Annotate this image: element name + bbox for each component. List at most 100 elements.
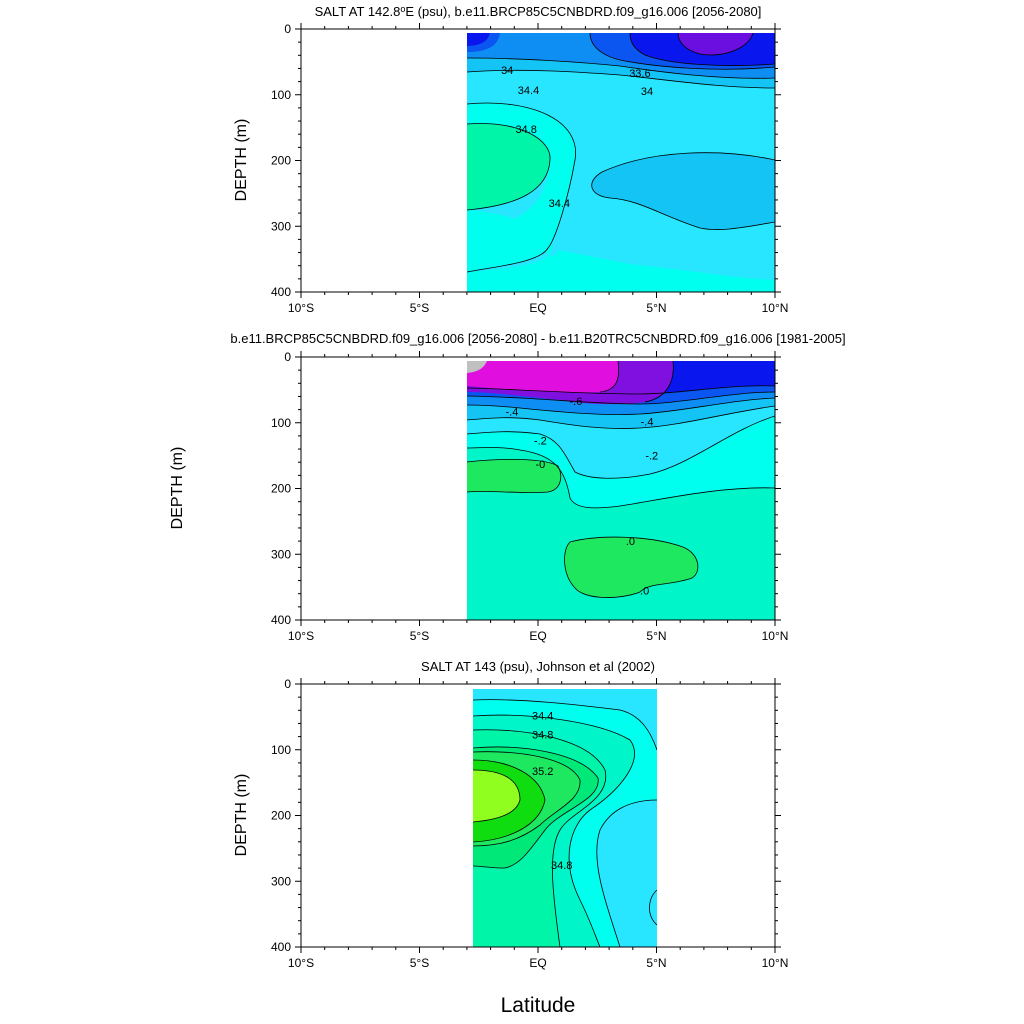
fill-34-6-band (467, 103, 576, 273)
panel-3-title: SALT AT 143 (psu), Johnson et al (2002) (421, 659, 655, 674)
contour-line (601, 152, 775, 173)
contour-line (644, 361, 674, 403)
panel-1-contour-labels: 34 33.6 34 34.4 34.8 34.4 (501, 65, 653, 210)
contour-line (473, 729, 607, 947)
contour-label: 34.8 (515, 124, 536, 136)
contour-label: 34.8 (532, 730, 553, 742)
contour-line (473, 699, 657, 751)
y-tick-label: 100 (271, 416, 291, 430)
panel-1-ylabel: DEPTH (m) (233, 119, 250, 202)
y-tick-label: 300 (271, 219, 291, 233)
x-tick-label: 10°S (288, 956, 314, 970)
contour-label: -.4 (641, 416, 654, 428)
contour-line (467, 397, 775, 415)
contour-line (473, 769, 521, 823)
x-tick-label: EQ (529, 629, 546, 643)
panel-2-ylabel: DEPTH (m) (169, 447, 186, 530)
panel-3-contour-labels: 34.4 34.8 35.2 34.8 (532, 711, 572, 872)
x-tick-label: 10°N (762, 301, 789, 315)
contour-line (677, 33, 754, 56)
panel-1-axes: 10°S 5°S EQ 5°N 10°N 0 100 200 300 400 (271, 22, 788, 315)
panel-2: b.e11.BRCP85C5CNBDRD.f09_g16.006 [2056-2… (169, 331, 846, 643)
fill-d-p01-a (467, 459, 561, 493)
contour-label: 34.8 (551, 860, 572, 872)
contour-line (591, 171, 611, 199)
panel-1-fill (467, 33, 775, 292)
y-tick-label: 0 (284, 677, 291, 691)
fill-d-m08 (467, 361, 619, 393)
contour-label: -0 (535, 459, 545, 471)
contour-line (467, 69, 775, 89)
panel-1: SALT AT 142.8oE (psu), b.e11.BRCP85C5CNB… (233, 4, 788, 315)
contour-label: -.2 (534, 436, 547, 448)
contour-label: 35.2 (532, 766, 553, 778)
contour-label: .0 (626, 536, 635, 548)
contour-line (473, 751, 581, 847)
contour-label: -.6 (569, 396, 582, 408)
fill-34-2-deep (591, 152, 775, 230)
x-tick-label: 5°N (646, 629, 666, 643)
panel-1-title: SALT AT 142.8oE (psu), b.e11.BRCP85C5CNB… (315, 4, 762, 19)
fill-d-p01-b (564, 537, 698, 598)
panel-2-axes: 10°S 5°S EQ 5°N 10°N 0 100 200 300 400 (271, 350, 788, 643)
contour-line (467, 385, 775, 395)
panel-1-contours (467, 33, 775, 273)
x-tick-label: 5°N (646, 301, 666, 315)
fill-33-4 (678, 33, 753, 56)
y-tick-label: 400 (271, 940, 291, 954)
x-tick-label: 5°N (646, 956, 666, 970)
contour-line (473, 714, 635, 947)
fill-33-6-nw (467, 33, 490, 46)
y-tick-label: 300 (271, 547, 291, 561)
panel-3-axes: 10°S 5°S EQ 5°N 10°N 0 100 200 300 400 (271, 677, 788, 970)
contour-line (467, 458, 562, 493)
y-tick-label: 200 (271, 154, 291, 168)
contour-line (473, 746, 599, 869)
contour-label: -.2 (645, 451, 658, 463)
contour-line (473, 759, 546, 843)
contour-line (467, 447, 775, 509)
contour-label: 34.4 (532, 711, 553, 723)
y-tick-label: 300 (271, 874, 291, 888)
x-tick-label: 10°S (288, 301, 314, 315)
y-tick-label: 0 (284, 22, 291, 36)
fill-d-m10 (467, 361, 487, 373)
contour-line (467, 405, 775, 429)
contour-line (467, 57, 775, 79)
panel-3-ylabel: DEPTH (m) (233, 774, 250, 857)
fill-34-8 (467, 123, 551, 210)
contour-label: .0 (640, 585, 649, 597)
x-tick-label: 5°S (410, 956, 429, 970)
contour-line (564, 536, 699, 598)
x-tick-label: 10°S (288, 629, 314, 643)
contour-label: 34 (501, 65, 513, 77)
panel-2-fill (467, 361, 775, 620)
panel-2-title: b.e11.BRCP85C5CNBDRD.f09_g16.006 [2056-2… (230, 331, 845, 346)
figure-xlabel: Latitude (501, 994, 576, 1017)
x-tick-label: 10°N (762, 629, 789, 643)
contour-label: 34.4 (549, 198, 570, 210)
contour-label: 33.6 (629, 68, 650, 80)
x-tick-label: 10°N (762, 956, 789, 970)
contour-line (609, 197, 775, 230)
fill-34-6-lower (467, 250, 775, 292)
contour-line (649, 889, 657, 926)
contour-line (596, 799, 657, 947)
x-tick-label: 5°S (410, 629, 429, 643)
y-tick-label: 100 (271, 88, 291, 102)
y-tick-label: 400 (271, 613, 291, 627)
contour-line (467, 415, 775, 479)
y-tick-label: 0 (284, 350, 291, 364)
x-tick-label: 5°S (410, 301, 429, 315)
contour-label: 34.4 (518, 85, 539, 97)
contour-line (467, 391, 775, 405)
contour-line (629, 33, 775, 66)
contour-line (467, 123, 551, 211)
panel-3: SALT AT 143 (psu), Johnson et al (2002) … (233, 659, 788, 970)
y-tick-label: 400 (271, 285, 291, 299)
contour-line (589, 33, 775, 70)
contour-label: -.4 (506, 407, 519, 419)
panel-3-fill (473, 689, 657, 947)
contour-line (599, 361, 619, 393)
